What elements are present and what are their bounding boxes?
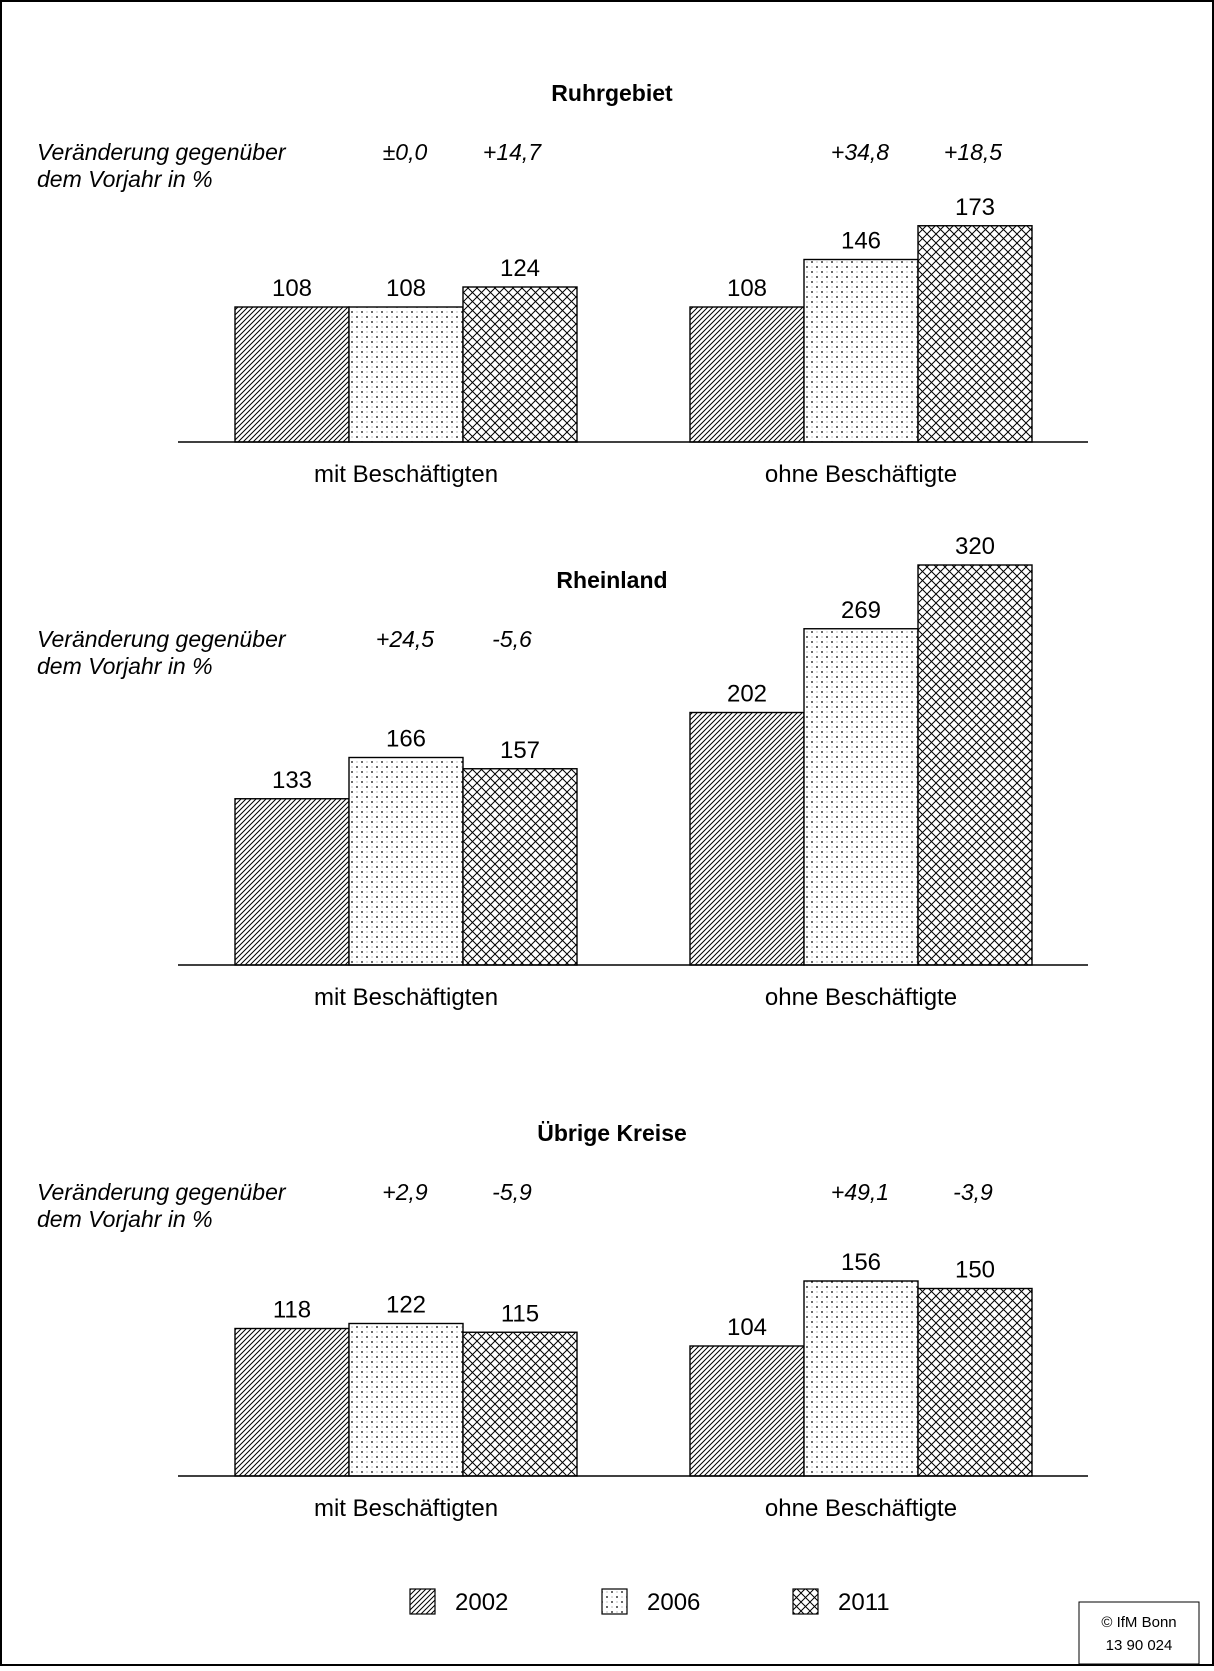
panel-title: Rheinland (556, 567, 667, 593)
change-label-line-2: dem Vorjahr in % (37, 166, 213, 192)
bar-value-label: 118 (273, 1297, 311, 1324)
bar-2006 (348, 1322, 464, 1477)
bar-2002 (234, 798, 350, 966)
legend-label-2006: 2006 (647, 1589, 700, 1616)
bar-value-label: 124 (500, 255, 540, 282)
bar-2006 (348, 306, 464, 443)
bar-value-label: 104 (727, 1314, 767, 1341)
bar-value-label: 133 (272, 767, 312, 794)
bar-value-label: 320 (955, 533, 995, 560)
change-label-line-1: Veränderung gegenüber (37, 139, 287, 165)
category-label: ohne Beschäftigte (765, 1495, 957, 1522)
bar-2011 (917, 225, 1033, 443)
change-value: -3,9 (953, 1179, 993, 1205)
bar-value-label: 156 (841, 1249, 881, 1276)
bar-2011 (917, 564, 1033, 966)
bar-2006 (803, 258, 919, 443)
legend-label-2002: 2002 (455, 1589, 508, 1616)
bar-2006 (803, 628, 919, 966)
credit-box: © IfM Bonn 13 90 024 (1078, 1601, 1200, 1665)
bar-value-label: 122 (386, 1292, 426, 1319)
credit-line-2: 13 90 024 (1106, 1637, 1173, 1654)
bar-2011 (462, 768, 578, 966)
category-label: mit Beschäftigten (314, 461, 498, 488)
change-value: +49,1 (831, 1179, 889, 1205)
change-label-line-1: Veränderung gegenüber (37, 1179, 287, 1205)
bar-value-label: 146 (841, 228, 881, 255)
bar-value-label: 108 (272, 275, 312, 302)
change-value: -5,6 (492, 626, 532, 652)
bar-2006 (803, 1280, 919, 1477)
bar-value-label: 150 (955, 1257, 995, 1284)
change-label-line-2: dem Vorjahr in % (37, 1206, 213, 1232)
change-label-line-2: dem Vorjahr in % (37, 653, 213, 679)
bar-value-label: 157 (500, 737, 540, 764)
change-value: +24,5 (376, 626, 434, 652)
bar-value-label: 108 (386, 275, 426, 302)
bar-2002 (689, 711, 805, 966)
bar-value-label: 202 (727, 681, 767, 708)
bar-2011 (462, 1331, 578, 1477)
bar-2002 (234, 1327, 350, 1477)
panel-title: Übrige Kreise (537, 1120, 687, 1146)
bar-value-label: 269 (841, 597, 881, 624)
bar-2011 (462, 286, 578, 443)
panel-title: Ruhrgebiet (551, 80, 673, 106)
legend-swatch-2011 (792, 1588, 819, 1615)
change-value: ±0,0 (383, 139, 428, 165)
bar-value-label: 173 (955, 194, 995, 221)
bar-value-label: 108 (727, 275, 767, 302)
change-value: +2,9 (382, 1179, 428, 1205)
bar-2006 (348, 756, 464, 966)
category-label: mit Beschäftigten (314, 984, 498, 1011)
change-value: +34,8 (831, 139, 889, 165)
category-label: ohne Beschäftigte (765, 461, 957, 488)
bar-2002 (234, 306, 350, 443)
change-value: -5,9 (492, 1179, 532, 1205)
bar-2002 (689, 306, 805, 443)
bar-2011 (917, 1287, 1033, 1477)
change-value: +18,5 (944, 139, 1002, 165)
category-label: ohne Beschäftigte (765, 984, 957, 1011)
bar-2002 (689, 1345, 805, 1477)
bar-value-label: 166 (386, 726, 426, 753)
legend-swatch-2006 (601, 1588, 628, 1615)
legend-label-2011: 2011 (838, 1589, 890, 1616)
legend: 2002 2006 2011 (409, 1588, 890, 1616)
legend-swatch-2002 (409, 1588, 436, 1615)
change-value: +14,7 (483, 139, 542, 165)
bar-value-label: 115 (501, 1300, 539, 1327)
change-label-line-1: Veränderung gegenüber (37, 626, 287, 652)
category-label: mit Beschäftigten (314, 1495, 498, 1522)
credit-line-1: © IfM Bonn (1101, 1614, 1176, 1631)
